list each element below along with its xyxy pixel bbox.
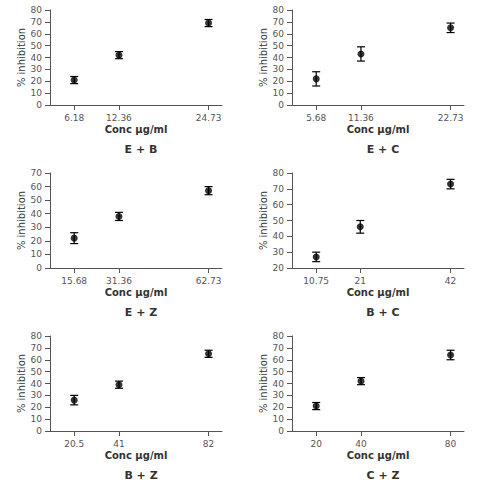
svg-text:24.73: 24.73 (196, 113, 222, 123)
svg-text:E + Z: E + Z (125, 306, 157, 319)
svg-text:Conc µg/ml: Conc µg/ml (347, 450, 410, 461)
svg-text:10: 10 (31, 88, 43, 98)
svg-text:40: 40 (273, 379, 285, 389)
svg-text:% inhibition: % inhibition (258, 191, 269, 250)
svg-text:80: 80 (31, 5, 43, 15)
svg-text:20: 20 (31, 236, 43, 246)
svg-text:12.36: 12.36 (106, 113, 132, 123)
svg-text:60: 60 (31, 355, 43, 365)
svg-text:20: 20 (31, 402, 43, 412)
svg-text:10: 10 (31, 249, 43, 259)
svg-text:20: 20 (273, 402, 285, 412)
svg-text:50: 50 (273, 216, 285, 226)
svg-text:10: 10 (273, 88, 285, 98)
svg-text:40: 40 (31, 53, 43, 63)
svg-text:20.5: 20.5 (64, 439, 84, 449)
svg-text:60: 60 (273, 200, 285, 210)
svg-text:B + C: B + C (366, 306, 399, 319)
svg-text:60: 60 (273, 29, 285, 39)
svg-text:31.36: 31.36 (106, 276, 132, 286)
svg-text:62.73: 62.73 (196, 276, 222, 286)
svg-text:41: 41 (113, 439, 124, 449)
svg-text:60: 60 (273, 355, 285, 365)
svg-text:60: 60 (31, 182, 43, 192)
svg-text:70: 70 (273, 17, 285, 27)
svg-text:20: 20 (31, 76, 43, 86)
svg-text:40: 40 (355, 439, 367, 449)
svg-text:% inhibition: % inhibition (258, 354, 269, 413)
svg-text:40: 40 (31, 379, 43, 389)
svg-text:80: 80 (31, 331, 43, 341)
svg-text:70: 70 (31, 17, 43, 27)
svg-text:Conc µg/ml: Conc µg/ml (105, 287, 168, 298)
svg-text:Conc µg/ml: Conc µg/ml (105, 450, 168, 461)
svg-text:0: 0 (278, 426, 284, 436)
svg-text:6.18: 6.18 (64, 113, 84, 123)
svg-text:50: 50 (31, 367, 43, 377)
svg-text:40: 40 (273, 231, 285, 241)
svg-text:30: 30 (273, 390, 285, 400)
svg-text:82: 82 (203, 439, 214, 449)
svg-text:21: 21 (355, 276, 366, 286)
svg-text:40: 40 (273, 53, 285, 63)
svg-text:50: 50 (273, 367, 285, 377)
svg-text:Conc µg/ml: Conc µg/ml (347, 124, 410, 135)
svg-text:% inhibition: % inhibition (16, 28, 27, 87)
svg-text:20: 20 (310, 439, 322, 449)
svg-text:Conc µg/ml: Conc µg/ml (105, 124, 168, 135)
svg-text:30: 30 (31, 64, 43, 74)
svg-text:C + Z: C + Z (367, 469, 400, 482)
svg-text:22.73: 22.73 (438, 113, 464, 123)
svg-text:20: 20 (273, 263, 285, 273)
svg-text:50: 50 (31, 195, 43, 205)
svg-text:0: 0 (36, 426, 42, 436)
svg-text:70: 70 (273, 343, 285, 353)
svg-text:0: 0 (278, 100, 284, 110)
svg-text:60: 60 (31, 29, 43, 39)
svg-text:% inhibition: % inhibition (258, 28, 269, 87)
svg-text:80: 80 (273, 331, 285, 341)
svg-text:30: 30 (273, 247, 285, 257)
svg-text:5.68: 5.68 (306, 113, 326, 123)
svg-text:% inhibition: % inhibition (16, 191, 27, 250)
svg-text:80: 80 (273, 168, 285, 178)
svg-text:11.36: 11.36 (348, 113, 374, 123)
svg-text:50: 50 (273, 41, 285, 51)
svg-text:42: 42 (445, 276, 456, 286)
svg-text:30: 30 (31, 222, 43, 232)
svg-text:% inhibition: % inhibition (16, 354, 27, 413)
svg-text:E + C: E + C (367, 143, 399, 156)
svg-text:30: 30 (31, 390, 43, 400)
svg-text:30: 30 (273, 64, 285, 74)
svg-text:80: 80 (273, 5, 285, 15)
svg-text:70: 70 (31, 343, 43, 353)
svg-text:80: 80 (445, 439, 457, 449)
svg-text:70: 70 (31, 168, 43, 178)
svg-text:50: 50 (31, 41, 43, 51)
svg-text:10: 10 (273, 414, 285, 424)
svg-text:0: 0 (36, 263, 42, 273)
svg-text:15.68: 15.68 (61, 276, 87, 286)
svg-text:0: 0 (36, 100, 42, 110)
svg-text:10.75: 10.75 (303, 276, 329, 286)
svg-text:40: 40 (31, 209, 43, 219)
svg-text:70: 70 (273, 184, 285, 194)
svg-text:B + Z: B + Z (124, 469, 157, 482)
svg-text:20: 20 (273, 76, 285, 86)
svg-text:10: 10 (31, 414, 43, 424)
svg-text:E + B: E + B (125, 143, 158, 156)
svg-text:Conc µg/ml: Conc µg/ml (347, 287, 410, 298)
